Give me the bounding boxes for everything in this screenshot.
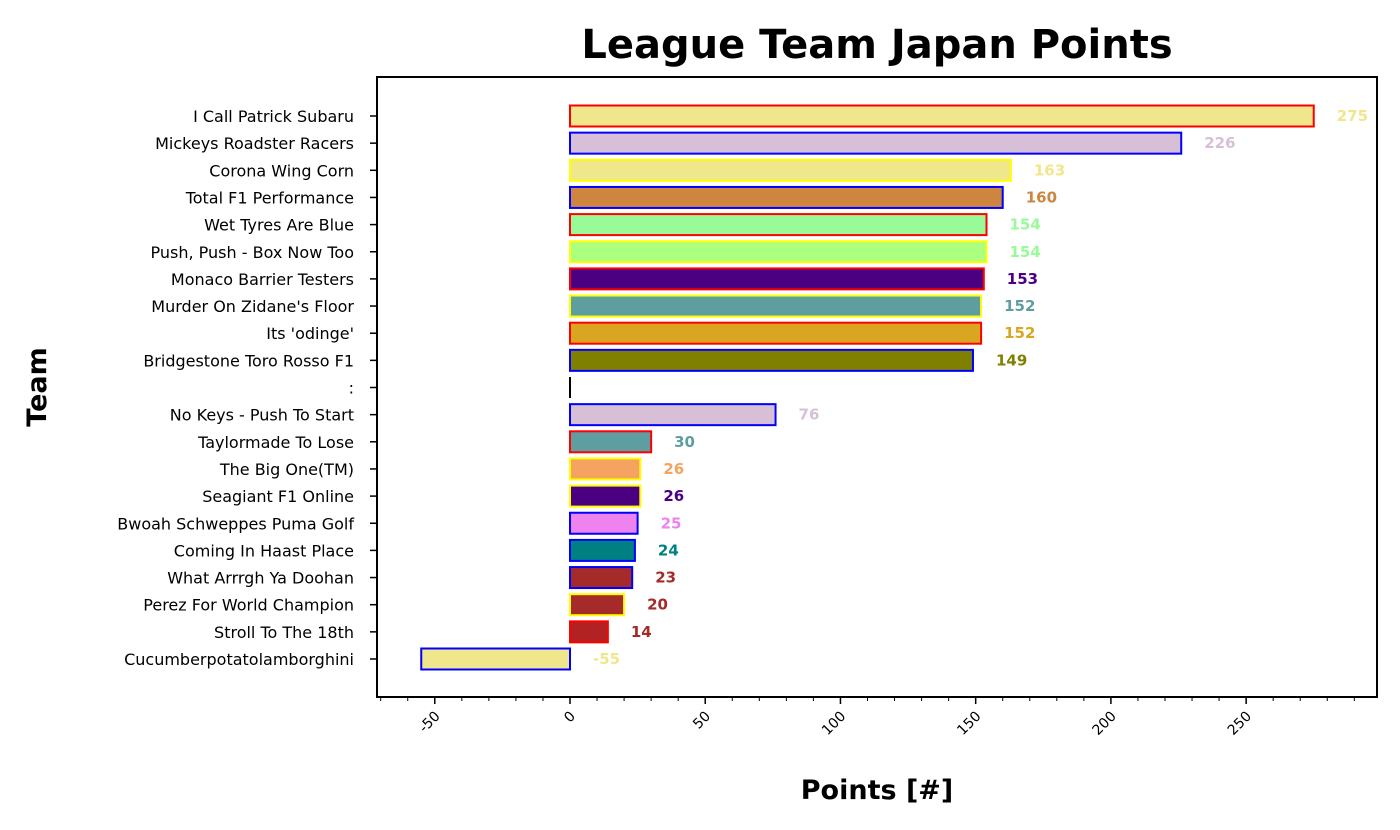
bar — [569, 267, 985, 291]
x-tick-label: 50 — [690, 709, 714, 733]
y-tick-label: Monaco Barrier Testers — [171, 270, 354, 289]
bar-value-label: 275 — [1337, 107, 1368, 125]
bar-value-label: 26 — [663, 487, 684, 505]
y-tick-label: Total F1 Performance — [185, 188, 354, 207]
y-tick-label: Mickeys Roadster Racers — [155, 134, 354, 153]
bar — [569, 321, 983, 345]
x-axis: -50 0 50 100 150 200 250 — [380, 697, 1355, 739]
bar-value-label: 226 — [1204, 134, 1235, 152]
bar — [569, 240, 988, 264]
bar-value-label: 24 — [658, 541, 679, 559]
bar-value-label: 154 — [1009, 216, 1040, 234]
x-axis-label: Points [#] — [801, 775, 954, 806]
y-tick-label: : — [349, 379, 354, 398]
bar-value-label: 152 — [1004, 324, 1035, 342]
bar-value-label: 25 — [661, 514, 682, 532]
y-tick-label: Bridgestone Toro Rosso F1 — [143, 351, 354, 370]
y-axis-label: Team — [22, 347, 53, 427]
bar-value-label: 149 — [996, 351, 1027, 369]
x-tick-label: 100 — [819, 709, 849, 739]
bar-value-label: 160 — [1026, 188, 1057, 206]
y-tick-label: Bwoah Schweppes Puma Golf — [117, 514, 354, 533]
y-tick-label: Corona Wing Corn — [209, 161, 354, 180]
bar — [569, 511, 639, 535]
y-tick-label: Wet Tyres Are Blue — [204, 216, 354, 235]
bar-value-label: 163 — [1034, 161, 1065, 179]
y-axis: I Call Patrick Subaru Mickeys Roadster Ra… — [117, 107, 377, 669]
y-tick-label: Push, Push - Box Now Too — [151, 243, 354, 262]
x-tick-label: -50 — [416, 709, 443, 736]
bar-value-label: 23 — [655, 569, 676, 587]
y-tick-label: Coming In Haast Place — [174, 541, 354, 560]
bar-value-label: 154 — [1009, 243, 1040, 261]
y-tick-label: Murder On Zidane's Floor — [151, 297, 354, 316]
bar-value-label: 14 — [631, 623, 652, 641]
bar-value-label: 20 — [647, 596, 668, 614]
bar — [569, 158, 1012, 182]
y-tick-label: The Big One(TM) — [219, 460, 354, 479]
y-tick-label: Cucumberpotatolamborghini — [124, 650, 354, 669]
bar — [569, 185, 1004, 209]
bar — [420, 647, 571, 671]
x-tick-label: 150 — [954, 709, 984, 739]
bar — [569, 294, 983, 318]
y-tick-label: Its 'odinge' — [266, 324, 354, 343]
bar-value-label: 152 — [1004, 297, 1035, 315]
bar-value-label: 26 — [663, 460, 684, 478]
bar-value-label: 76 — [799, 406, 820, 424]
y-tick-label: Seagiant F1 Online — [202, 487, 354, 506]
bar — [569, 593, 626, 617]
bar-value-label: 30 — [674, 433, 695, 451]
bar-value-label: -55 — [593, 650, 620, 668]
bar — [569, 430, 653, 454]
bar — [569, 566, 634, 590]
bar-value-label: 153 — [1007, 270, 1038, 288]
y-tick-label: Taylormade To Lose — [197, 433, 354, 452]
bar — [569, 620, 609, 644]
y-tick-label: What Arrrgh Ya Doohan — [167, 569, 354, 588]
chart-title: League Team Japan Points — [581, 22, 1172, 68]
bar — [569, 104, 1315, 128]
bar — [569, 348, 974, 372]
y-tick-label: Perez For World Champion — [143, 596, 354, 615]
bar — [569, 403, 777, 427]
bar — [569, 131, 1183, 155]
x-tick-label: 0 — [561, 709, 579, 727]
x-tick-label: 200 — [1090, 709, 1120, 739]
y-tick-label: No Keys - Push To Start — [170, 406, 354, 425]
bar — [569, 538, 636, 562]
x-tick-label: 250 — [1225, 709, 1255, 739]
bar — [569, 457, 642, 481]
bar — [569, 213, 988, 237]
bar — [569, 484, 642, 508]
y-tick-label: I Call Patrick Subaru — [193, 107, 354, 126]
y-tick-label: Stroll To The 18th — [214, 623, 354, 642]
bars-layer: 275 226 163 160 154 154 153 152 152 149 76 30 26 26 25… — [420, 104, 1368, 671]
